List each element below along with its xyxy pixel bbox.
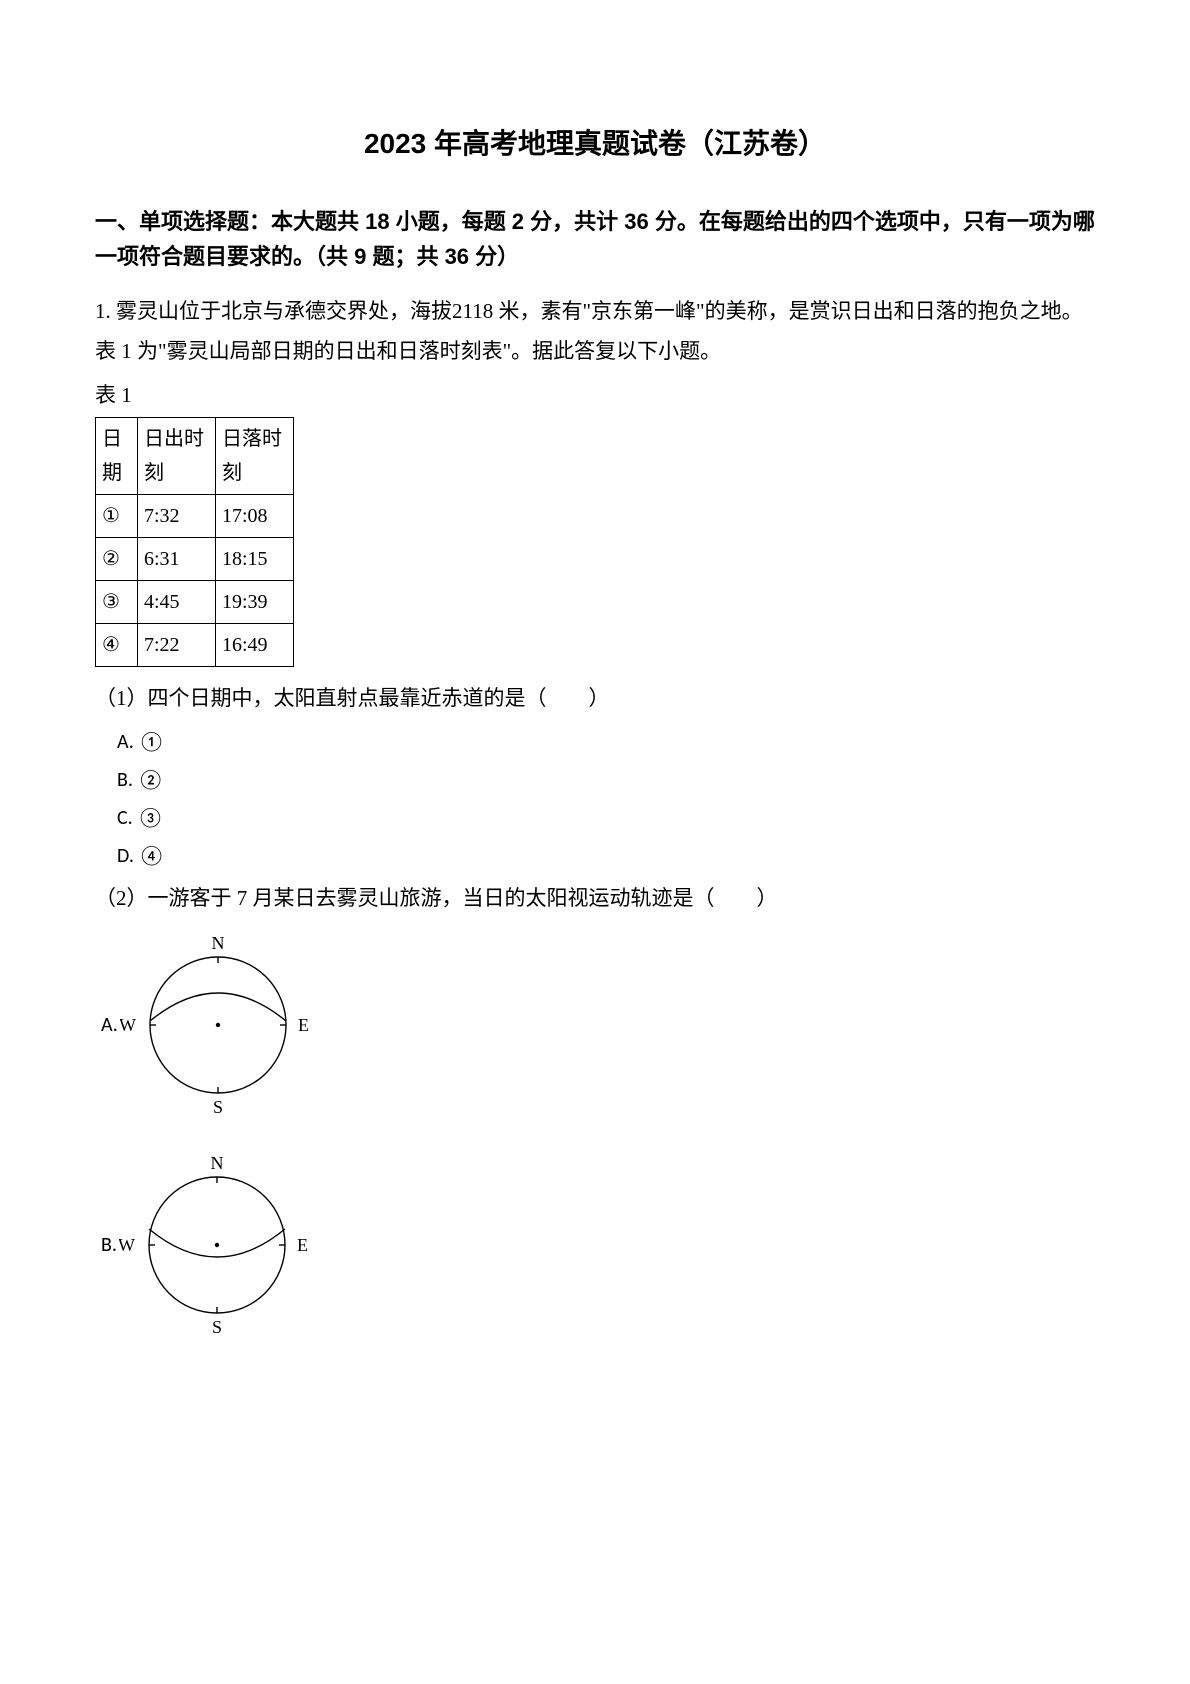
table-row: ③ 4:45 19:39	[96, 581, 294, 624]
label-e: E	[298, 1015, 309, 1035]
col-sunset: 日落时刻	[216, 418, 294, 495]
cell-sunrise: 7:22	[138, 624, 216, 667]
q1-sub2-option-b: B. N S E W	[101, 1145, 1095, 1345]
table-row: ① 7:32 17:08	[96, 495, 294, 538]
cell-idx: ③	[96, 581, 138, 624]
option-a-prefix: A.	[101, 1008, 118, 1042]
cell-sunset: 18:15	[216, 538, 294, 581]
label-n: N	[211, 933, 224, 953]
q1-sub1-option-c: C. ③	[117, 801, 1095, 835]
q1-intro: 1. 雾灵山位于北京与承德交界处，海拔2118 米，素有"京东第一峰"的美称，是…	[95, 292, 1095, 372]
label-w: W	[120, 1015, 136, 1035]
section-header: 一、单项选择题：本大题共 18 小题，每题 2 分，共计 36 分。在每题给出的…	[95, 204, 1095, 274]
q1-sub1-text: （1）四个日期中，太阳直射点最靠近赤道的是（ ）	[95, 681, 1095, 717]
option-b-prefix: B.	[101, 1228, 117, 1262]
label-e: E	[297, 1235, 308, 1255]
cell-sunrise: 4:45	[138, 581, 216, 624]
label-w: W	[119, 1235, 135, 1255]
table-row: ④ 7:22 16:49	[96, 624, 294, 667]
page-title: 2023 年高考地理真题试卷（江苏卷）	[95, 120, 1095, 168]
label-n: N	[210, 1153, 223, 1173]
q1-sub2-option-a: A. N S E W	[101, 925, 1095, 1125]
cell-sunset: 17:08	[216, 495, 294, 538]
sunrise-sunset-table: 日期 日出时刻 日落时刻 ① 7:32 17:08 ② 6:31 18:15 ③…	[95, 417, 294, 667]
cell-idx: ④	[96, 624, 138, 667]
cell-idx: ①	[96, 495, 138, 538]
center-dot	[215, 1243, 219, 1247]
sun-path-diagram-a: N S E W	[120, 925, 315, 1125]
sun-path-diagram-b: N S E W	[119, 1145, 314, 1345]
col-sunrise: 日出时刻	[138, 418, 216, 495]
cell-idx: ②	[96, 538, 138, 581]
q1-sub1-option-d: D. ④	[117, 839, 1095, 873]
label-s: S	[213, 1097, 223, 1117]
cell-sunset: 16:49	[216, 624, 294, 667]
q1-sub1-option-a: A. ①	[117, 725, 1095, 759]
col-date: 日期	[96, 418, 138, 495]
label-s: S	[212, 1317, 222, 1337]
cell-sunrise: 7:32	[138, 495, 216, 538]
center-dot	[216, 1023, 220, 1027]
cell-sunset: 19:39	[216, 581, 294, 624]
table-row: ② 6:31 18:15	[96, 538, 294, 581]
table-label: 表 1	[95, 378, 1095, 414]
cell-sunrise: 6:31	[138, 538, 216, 581]
sun-path-arc	[150, 993, 286, 1021]
q1-sub1-option-b: B. ②	[117, 763, 1095, 797]
table-header-row: 日期 日出时刻 日落时刻	[96, 418, 294, 495]
q1-sub2-text: （2）一游客于 7 月某日去雾灵山旅游，当日的太阳视运动轨迹是（ ）	[95, 881, 1095, 917]
